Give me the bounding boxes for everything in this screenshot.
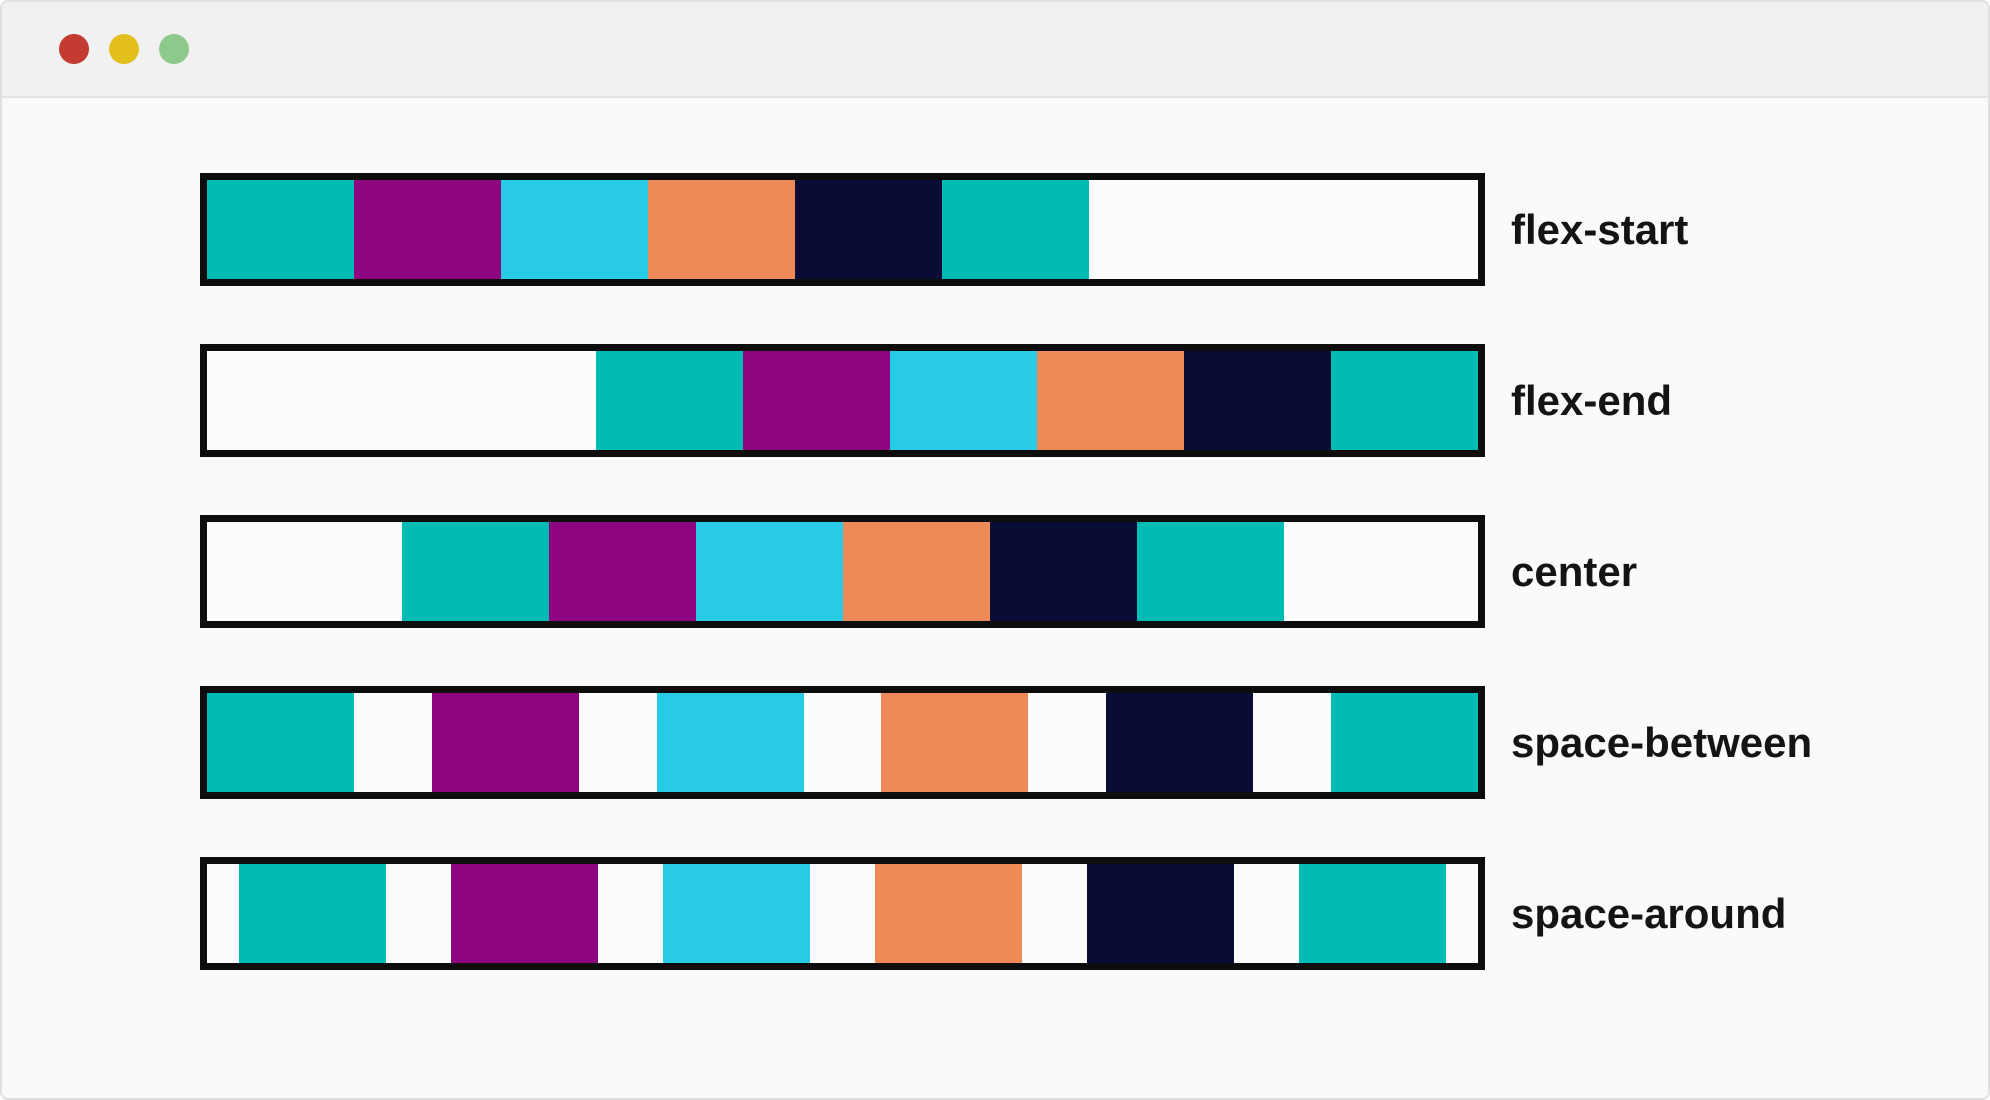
- flex-item-block: [890, 351, 1037, 450]
- flex-item-block: [656, 693, 804, 792]
- justify-content-label: space-between: [1511, 718, 1813, 766]
- justify-content-label: center: [1511, 547, 1638, 595]
- flex-item-block: [1330, 693, 1478, 792]
- flex-item-block: [501, 180, 648, 279]
- flex-item-block: [695, 522, 843, 621]
- close-window-icon[interactable]: [59, 34, 89, 64]
- flex-item-block: [1298, 864, 1446, 963]
- flex-item-block: [874, 864, 1022, 963]
- flex-item-block: [1331, 351, 1478, 450]
- flex-item-block: [431, 693, 579, 792]
- maximize-window-icon[interactable]: [159, 34, 189, 64]
- flex-item-block: [1184, 351, 1331, 450]
- flexbox-demo-area: flex-start flex-end center space-between…: [2, 98, 1988, 970]
- flex-item-block: [596, 351, 743, 450]
- flex-item-block: [451, 864, 599, 963]
- flex-item-block: [548, 522, 696, 621]
- flex-demo-row: center: [200, 515, 1988, 628]
- justify-content-label: flex-start: [1511, 205, 1689, 253]
- flex-item-block: [881, 693, 1029, 792]
- flex-item-block: [207, 693, 354, 792]
- flex-demo-row: flex-start: [200, 173, 1988, 286]
- flex-item-block: [207, 180, 354, 279]
- window-titlebar: [2, 2, 1988, 98]
- flex-item-block: [401, 522, 549, 621]
- flex-item-block: [1037, 351, 1184, 450]
- flex-item-block: [942, 180, 1089, 279]
- flex-item-block: [663, 864, 811, 963]
- flex-item-block: [989, 522, 1137, 621]
- flex-container: [200, 686, 1485, 799]
- flex-item-block: [743, 351, 890, 450]
- flex-container: [200, 857, 1485, 970]
- justify-content-label: flex-end: [1511, 376, 1673, 424]
- flex-demo-row: flex-end: [200, 344, 1988, 457]
- flex-item-block: [648, 180, 795, 279]
- flex-container: [200, 344, 1485, 457]
- flex-demo-row: space-around: [200, 857, 1988, 970]
- minimize-window-icon[interactable]: [109, 34, 139, 64]
- flex-item-block: [354, 180, 501, 279]
- flex-item-block: [842, 522, 990, 621]
- flex-item-block: [1136, 522, 1284, 621]
- flex-item-block: [239, 864, 387, 963]
- flex-demo-row: space-between: [200, 686, 1988, 799]
- flex-item-block: [1086, 864, 1234, 963]
- flex-container: [200, 515, 1485, 628]
- flex-item-block: [1106, 693, 1254, 792]
- flex-container: [200, 173, 1485, 286]
- justify-content-label: space-around: [1511, 889, 1787, 937]
- flex-item-block: [795, 180, 942, 279]
